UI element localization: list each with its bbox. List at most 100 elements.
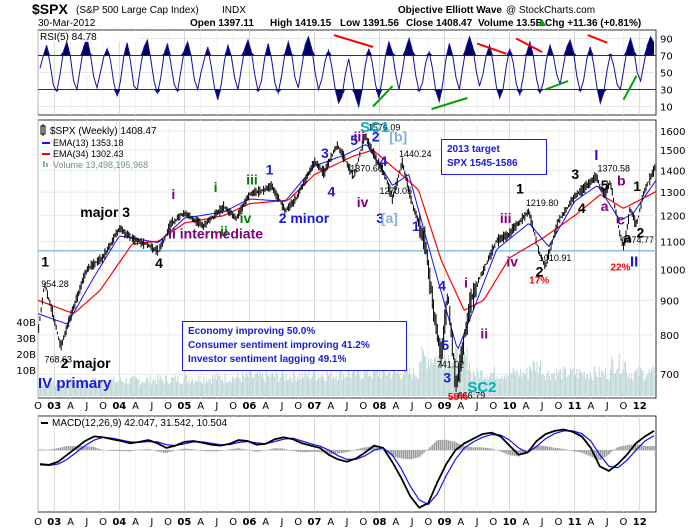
volume-bar	[396, 372, 398, 396]
volume-bar	[561, 379, 563, 396]
volume-bar	[102, 379, 104, 396]
macd-histogram-bar	[579, 450, 581, 453]
volume-bar	[434, 357, 436, 396]
volume-bar	[373, 367, 374, 396]
macd-histogram-bar	[158, 450, 160, 452]
volume-bar	[87, 379, 89, 396]
volume-bar	[75, 381, 76, 396]
volume-bar	[641, 370, 643, 396]
volume-bar	[452, 359, 454, 396]
volume-bar	[273, 376, 275, 396]
x-tick-label: O	[99, 401, 107, 412]
volume-bar	[239, 378, 241, 396]
macd-histogram-bar	[620, 446, 622, 451]
volume-bar	[279, 377, 281, 396]
volume-bar	[50, 383, 51, 396]
volume-bar	[77, 383, 79, 396]
volume-bar	[194, 380, 196, 396]
volume-bar	[146, 378, 147, 396]
volume-bar	[270, 373, 272, 396]
symbol-name: (S&P 500 Large Cap Index)	[76, 5, 199, 16]
x-tick-label: O	[554, 401, 562, 412]
rsi-trendline-up	[431, 97, 468, 111]
macd-histogram-bar	[55, 448, 58, 451]
volume-bar	[277, 373, 278, 396]
rsi-tick-label: 50	[660, 69, 673, 80]
macd-histogram-bar	[427, 449, 429, 451]
macd-histogram-bar	[53, 448, 56, 451]
volume-bar	[320, 376, 322, 396]
macd-histogram-bar	[653, 445, 655, 451]
volume-bar	[41, 385, 43, 396]
volume-bar	[168, 384, 170, 396]
volume-bar	[627, 376, 629, 396]
macd-histogram-bar	[451, 441, 454, 451]
x-tick-label: O	[620, 517, 628, 528]
wave-label: 2	[536, 264, 544, 280]
volume-bar	[82, 384, 84, 396]
volume-bar	[63, 385, 65, 396]
volume-bar	[310, 377, 312, 396]
volume-bar	[395, 372, 397, 396]
volume-bar	[326, 371, 328, 396]
macd-histogram-bar	[98, 448, 101, 451]
volume-bar	[462, 349, 464, 396]
macd-histogram-bar	[92, 446, 95, 451]
volume-bar	[607, 378, 609, 396]
volume-bar	[260, 375, 262, 396]
wave-label: 4	[380, 153, 388, 169]
macd-histogram-bar	[575, 450, 577, 452]
volume-bar	[409, 367, 411, 396]
wave-label: b	[617, 172, 626, 188]
volume-bar	[551, 373, 553, 396]
volume-bar	[439, 354, 441, 396]
macd-histogram-bar	[361, 447, 364, 451]
volume-bar	[119, 377, 121, 396]
rsi-tick-label: 30	[660, 86, 673, 97]
macd-histogram-bar	[184, 448, 187, 451]
volume-bar	[212, 375, 214, 396]
volume-bar	[375, 369, 377, 396]
macd-histogram-bar	[115, 450, 117, 452]
volume-bar	[354, 367, 356, 396]
macd-histogram-bar	[445, 439, 448, 451]
x-tick-label: O	[359, 401, 367, 412]
volume-bar	[349, 374, 351, 396]
macd-histogram-bar	[90, 446, 93, 451]
volume-bar	[197, 380, 199, 396]
volume-bar	[56, 382, 58, 396]
wave-label: iv	[506, 253, 518, 269]
x-tick-label: O	[359, 517, 367, 528]
macd-histogram-bar	[283, 448, 286, 451]
volume-bar	[582, 375, 584, 396]
macd-histogram-bar	[219, 450, 222, 452]
volume-bar	[412, 367, 414, 396]
x-tick-label: A	[132, 517, 139, 528]
volume-bar	[450, 367, 452, 396]
volume-bar	[139, 384, 141, 396]
macd-histogram-bar	[302, 450, 304, 453]
macd-histogram-bar	[435, 440, 438, 451]
volume-bar	[568, 374, 570, 396]
volume-bar	[94, 377, 96, 396]
volume-bar	[469, 362, 470, 396]
volume-bar	[341, 380, 343, 396]
volume-bar	[415, 376, 417, 396]
volume-bar	[267, 375, 268, 396]
volume-bar	[585, 379, 586, 396]
macd-histogram-bar	[597, 450, 600, 460]
macd-histogram-bar	[70, 446, 72, 451]
volume-bar	[476, 366, 478, 396]
wave-label: i	[214, 179, 218, 195]
volume-bar	[117, 380, 119, 396]
volume-bar	[512, 367, 514, 396]
volume-bar	[106, 381, 108, 396]
volume-bar	[430, 358, 432, 396]
volume-bar	[595, 371, 596, 396]
wave-label: a	[623, 230, 631, 246]
volume-bar	[510, 373, 512, 396]
macd-histogram-bar	[474, 447, 477, 451]
x-tick-label: J	[214, 401, 218, 412]
volume-bar	[313, 369, 315, 396]
volume-bar	[264, 381, 266, 396]
